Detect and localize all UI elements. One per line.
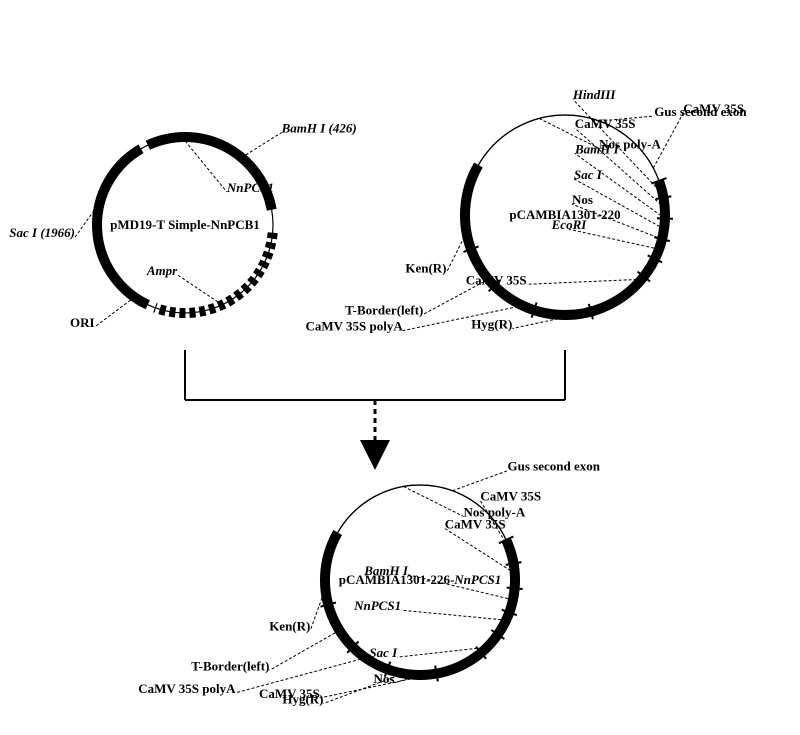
feature-label: BamH I — [574, 141, 620, 156]
plasmid: pMD19-T Simple-NnPCB1 BamH I (426) NnPCS1 S… — [9, 121, 356, 330]
feature-label: Gus second exon — [507, 459, 600, 474]
feature-label: CaMV 35S polyA — [305, 319, 403, 334]
feature-label: Hyg(R) — [282, 692, 323, 707]
feature-label: ORI — [70, 315, 95, 330]
feature-label: CaMV 35S — [480, 489, 541, 504]
feature-label: Hyg(R) — [471, 316, 512, 331]
feature-label: Sac I — [369, 645, 398, 660]
feature-label: Ampr — [146, 263, 178, 278]
feature-label: EcoRI — [551, 217, 588, 232]
feature-label: Sac I (1966) — [9, 225, 75, 240]
feature-label: T-Border(left) — [345, 302, 423, 317]
feature-label: Ken(R) — [405, 260, 446, 275]
plasmid-name: pMD19-T Simple-NnPCB1 — [110, 217, 260, 232]
feature-label: HindIII — [572, 87, 617, 102]
feature-label: CaMV 35S — [466, 272, 527, 287]
feature-label: Sac I — [574, 167, 603, 182]
feature-label: T-Border(left) — [191, 658, 269, 673]
feature-label: Nos — [374, 671, 395, 686]
feature-label: CaMV 35S — [575, 116, 636, 131]
plasmid-name: pCAMBIA1301-226-NnPCS1 — [339, 572, 502, 587]
plasmid-construction-diagram: pMD19-T Simple-NnPCB1 BamH I (426) NnPCS1 S… — [0, 0, 800, 735]
feature-label: NnPCS1 — [353, 598, 401, 613]
feature-label: Nos — [572, 192, 593, 207]
feature-label: Ken(R) — [269, 618, 310, 633]
feature-label: NnPCS1 — [226, 180, 274, 195]
feature-label: BamH I (426) — [281, 121, 357, 136]
plasmid: pCAMBIA1301-226-NnPCS1CaMV 35SCaMV 35SGu… — [138, 459, 600, 707]
feature-label: Gus second exon — [654, 104, 747, 119]
feature-label: CaMV 35S polyA — [138, 681, 236, 696]
plasmid: pCAMBIA1301-220CaMV 35SGus second exonNo… — [305, 87, 747, 333]
feature-label: BamH I — [363, 563, 409, 578]
feature-label: Nos poly-A — [464, 504, 526, 519]
